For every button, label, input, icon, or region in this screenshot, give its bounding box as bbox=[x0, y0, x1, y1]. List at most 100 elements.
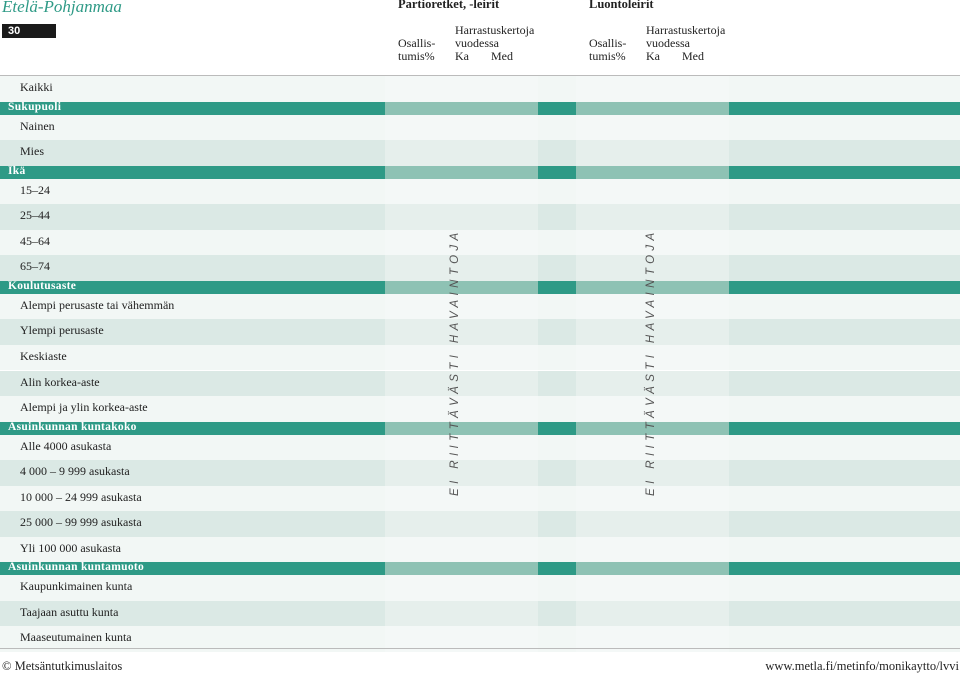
section-header-row: Sukupuoli bbox=[0, 100, 960, 115]
row-label: Mies bbox=[20, 144, 44, 159]
value-cell bbox=[385, 485, 538, 512]
participation-header: Osallis- tumis% bbox=[398, 36, 436, 63]
value-cell bbox=[576, 575, 729, 601]
value-cell bbox=[576, 319, 729, 345]
copyright-text: © Metsäntutkimuslaitos bbox=[2, 659, 123, 673]
value-cell bbox=[385, 255, 538, 281]
row-label: 15–24 bbox=[20, 182, 50, 197]
table-row: Nainen bbox=[0, 114, 960, 141]
section-column-band bbox=[385, 101, 538, 115]
value-cell bbox=[576, 140, 729, 166]
value-cell bbox=[385, 575, 538, 601]
table-row: Ylempi perusaste bbox=[0, 319, 960, 345]
section-header-row: Ikä bbox=[0, 164, 960, 179]
value-cell bbox=[385, 293, 538, 320]
table-row: Keskiaste bbox=[0, 344, 960, 371]
value-cell bbox=[576, 344, 729, 371]
row-label: Alempi perusaste tai vähemmän bbox=[20, 297, 175, 312]
median-header: Med bbox=[491, 49, 513, 63]
value-cell bbox=[385, 204, 538, 230]
frequency-header: Harrastuskertoja vuodessa bbox=[455, 23, 535, 50]
row-label: Kaupunkimainen kunta bbox=[20, 579, 133, 594]
value-cell bbox=[576, 626, 729, 652]
source-url: www.metla.fi/metinfo/monikaytto/lvvi bbox=[765, 659, 959, 673]
median-header: Med bbox=[682, 49, 704, 63]
value-cell bbox=[576, 293, 729, 320]
footer-rule bbox=[0, 648, 960, 649]
value-cell bbox=[576, 460, 729, 486]
value-cell bbox=[385, 460, 538, 486]
row-label: Taajaan asuttu kunta bbox=[20, 604, 119, 619]
table-row: 4 000 – 9 999 asukasta bbox=[0, 460, 960, 486]
section-column-band bbox=[576, 280, 729, 294]
insufficient-data-note-luontoleirit: EI RIITTÄVÄSTI HAVAINTOJA bbox=[645, 228, 657, 496]
row-label: Alle 4000 asukasta bbox=[20, 438, 112, 453]
section-header-row: Asuinkunnan kuntakoko bbox=[0, 420, 960, 435]
section-column-band bbox=[576, 421, 729, 435]
table-row: Alempi perusaste tai vähemmän bbox=[0, 293, 960, 320]
value-cell bbox=[576, 114, 729, 141]
value-cell bbox=[385, 178, 538, 205]
row-label: Nainen bbox=[20, 118, 55, 133]
value-cell bbox=[576, 370, 729, 397]
value-cell bbox=[385, 626, 538, 652]
table-row: Maaseutumainen kunta bbox=[0, 626, 960, 652]
page-number-badge: 30 bbox=[2, 24, 56, 38]
table-row: Kaupunkimainen kunta bbox=[0, 575, 960, 601]
table-row: 25 000 – 99 999 asukasta bbox=[0, 511, 960, 537]
value-cell bbox=[385, 76, 538, 102]
value-cell bbox=[576, 536, 729, 563]
value-cell bbox=[385, 319, 538, 345]
section-column-band bbox=[385, 280, 538, 294]
header-rule bbox=[0, 75, 960, 76]
row-label: Alin korkea-aste bbox=[20, 374, 100, 389]
row-label: Yli 100 000 asukasta bbox=[20, 540, 121, 555]
table-row: 25–44 bbox=[0, 204, 960, 230]
section-label: Sukupuoli bbox=[8, 100, 62, 113]
participation-header: Osallis- tumis% bbox=[589, 36, 627, 63]
value-cell bbox=[385, 344, 538, 371]
value-cell bbox=[385, 600, 538, 627]
row-label: Ylempi perusaste bbox=[20, 323, 104, 338]
value-cell bbox=[576, 511, 729, 537]
row-label: 4 000 – 9 999 asukasta bbox=[20, 464, 130, 479]
table-row: Mies bbox=[0, 140, 960, 166]
table-row: 10 000 – 24 999 asukasta bbox=[0, 485, 960, 512]
row-label: 10 000 – 24 999 asukasta bbox=[20, 489, 142, 504]
group-title: Partioretket, -leirit bbox=[398, 0, 500, 11]
group-title: Luontoleirit bbox=[589, 0, 654, 11]
row-label: Maaseutumainen kunta bbox=[20, 630, 132, 645]
value-cell bbox=[576, 396, 729, 422]
table-row: Taajaan asuttu kunta bbox=[0, 600, 960, 627]
value-cell bbox=[385, 140, 538, 166]
table-row: Alin korkea-aste bbox=[0, 370, 960, 397]
table-row: 15–24 bbox=[0, 178, 960, 205]
section-label: Asuinkunnan kuntakoko bbox=[8, 420, 137, 433]
section-column-band bbox=[576, 562, 729, 576]
table-row: 45–64 bbox=[0, 229, 960, 256]
row-label: Alempi ja ylin korkea-aste bbox=[20, 400, 148, 415]
value-cell bbox=[385, 434, 538, 461]
section-column-band bbox=[385, 165, 538, 179]
section-header-row: Asuinkunnan kuntamuoto bbox=[0, 561, 960, 576]
mean-header: Ka bbox=[646, 49, 660, 63]
value-cell bbox=[385, 229, 538, 256]
value-cell bbox=[385, 114, 538, 141]
value-cell bbox=[576, 434, 729, 461]
row-label: 45–64 bbox=[20, 233, 50, 248]
row-label: Kaikki bbox=[20, 80, 53, 94]
value-cell bbox=[576, 485, 729, 512]
table-row: 65–74 bbox=[0, 255, 960, 281]
frequency-header: Harrastuskertoja vuodessa bbox=[646, 23, 726, 50]
value-cell bbox=[576, 600, 729, 627]
table-row: Alempi ja ylin korkea-aste bbox=[0, 396, 960, 422]
section-label: Ikä bbox=[8, 164, 26, 177]
row-label: 65–74 bbox=[20, 259, 50, 274]
row-label: 25–44 bbox=[20, 208, 50, 223]
value-cell bbox=[385, 370, 538, 397]
mean-header: Ka bbox=[455, 49, 469, 63]
section-column-band bbox=[385, 562, 538, 576]
row-label: 25 000 – 99 999 asukasta bbox=[20, 515, 142, 530]
table-row: Alle 4000 asukasta bbox=[0, 434, 960, 461]
region-title: Etelä-Pohjanmaa bbox=[2, 0, 122, 16]
